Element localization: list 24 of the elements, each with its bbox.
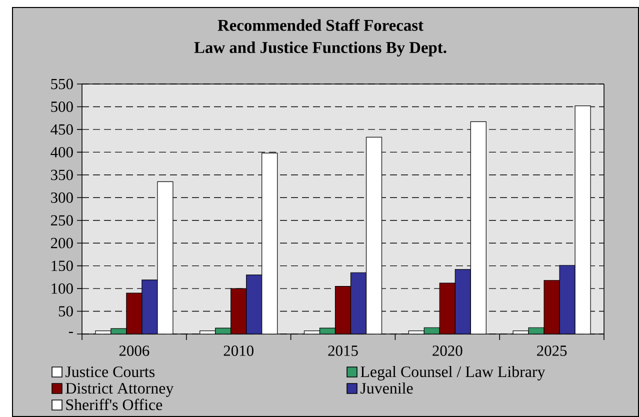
x-tick-label: 2015 — [328, 346, 358, 356]
y-tick-label: 450 — [50, 124, 73, 135]
y-tick-label: 150 — [52, 260, 73, 272]
x-tick-label: 2010 — [224, 346, 254, 356]
y-tick-label: 350 — [51, 170, 73, 180]
y-tick-label: 400 — [50, 146, 73, 158]
legend-label: Justice Courts — [66, 366, 155, 378]
legend-label: Juvenile — [360, 382, 413, 394]
x-tick-label: 2025 — [537, 346, 567, 356]
x-tick-label: 2020 — [432, 346, 462, 356]
legend-label: Sheriff's Office — [66, 398, 162, 410]
y-tick-label: - — [68, 332, 73, 334]
legend-label: Legal Counsel / Law Library — [360, 366, 546, 380]
y-tick-label: 300 — [51, 192, 73, 203]
x-tick-label: 2006 — [119, 346, 150, 356]
chart-title: Recommended Staff Forecast — [218, 19, 424, 31]
y-tick-label: 100 — [52, 283, 73, 294]
y-tick-label: 500 — [51, 102, 73, 112]
y-tick-label: 250 — [50, 215, 73, 226]
legend-label: District Attorney — [66, 382, 174, 397]
y-tick-label: 50 — [58, 306, 73, 316]
y-tick-label: 550 — [51, 78, 73, 90]
y-tick-label: 200 — [50, 238, 73, 248]
chart-subtitle: Law and Justice Functions By Dept. — [194, 42, 446, 56]
